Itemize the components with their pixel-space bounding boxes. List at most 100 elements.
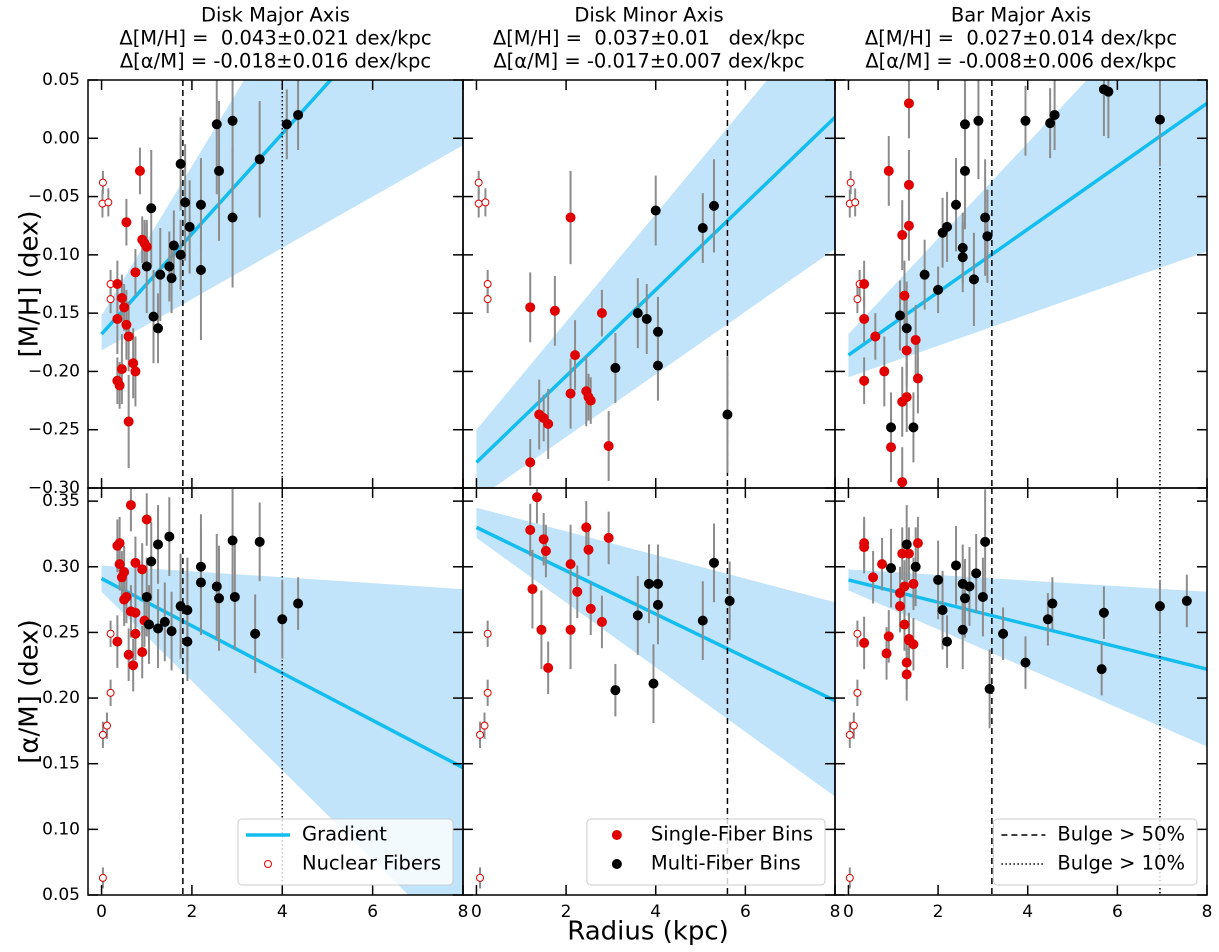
point — [195, 577, 206, 588]
point — [227, 212, 238, 223]
point — [652, 326, 663, 337]
point — [1047, 598, 1058, 609]
point — [211, 119, 222, 130]
point — [951, 199, 962, 210]
point — [933, 574, 944, 585]
confidence-band — [476, 507, 835, 797]
point — [104, 198, 113, 207]
point — [901, 392, 912, 403]
point — [899, 619, 910, 630]
point — [881, 648, 892, 659]
point — [903, 548, 914, 559]
point — [1154, 114, 1165, 125]
point — [901, 323, 912, 334]
point — [565, 559, 576, 570]
point — [957, 252, 968, 263]
point — [984, 683, 995, 694]
point — [130, 267, 141, 278]
point — [652, 599, 663, 610]
point — [1181, 595, 1192, 606]
point — [596, 616, 607, 627]
point — [543, 418, 554, 429]
point — [130, 366, 141, 377]
point — [116, 292, 127, 303]
point — [1045, 118, 1056, 129]
point — [102, 721, 111, 730]
panel — [845, 80, 1207, 488]
point — [901, 539, 912, 550]
point — [908, 578, 919, 589]
point — [195, 199, 206, 210]
point — [868, 572, 879, 583]
point — [650, 205, 661, 216]
gradient-line — [475, 116, 835, 464]
point — [250, 628, 261, 639]
point — [845, 730, 854, 739]
point — [540, 546, 551, 557]
y-tick-label: 0.30 — [42, 557, 80, 577]
point — [845, 873, 854, 882]
point — [652, 578, 663, 589]
x-tick-label: 0 — [96, 902, 107, 922]
point — [119, 302, 130, 313]
point — [114, 559, 125, 570]
y-tick-label: 0.25 — [42, 622, 80, 642]
point — [894, 310, 905, 321]
point — [982, 231, 993, 242]
point — [175, 249, 186, 260]
point — [859, 637, 870, 648]
point — [474, 199, 483, 208]
point — [114, 538, 125, 549]
point — [859, 313, 870, 324]
point — [141, 241, 152, 252]
point — [130, 607, 141, 618]
point — [227, 535, 238, 546]
panel-subtitle: Δ[M/H] = 0.027±0.014 dex/kpc — [865, 27, 1177, 50]
panel-subtitle: Δ[M/H] = 0.043±0.021 dex/kpc — [119, 27, 431, 50]
y-tick-label: 0.00 — [42, 128, 80, 148]
point — [697, 615, 708, 626]
point — [538, 534, 549, 545]
point — [106, 688, 115, 697]
point — [123, 649, 134, 660]
x-tick-label: 6 — [367, 902, 378, 922]
point — [859, 542, 870, 553]
point — [957, 624, 968, 635]
point — [596, 308, 607, 319]
panel-subtitle: Δ[α/M] = -0.017±0.007 dex/kpc — [493, 50, 804, 73]
point — [883, 165, 894, 176]
point — [910, 334, 921, 345]
point — [116, 572, 127, 583]
point — [483, 280, 492, 288]
panel — [845, 488, 1207, 895]
point — [114, 380, 125, 391]
y-tick-label: −0.10 — [28, 245, 80, 265]
x-axis-label: Radius (kpc) — [567, 917, 729, 947]
point — [476, 873, 485, 882]
point — [697, 223, 708, 234]
point — [886, 563, 897, 574]
point — [130, 557, 141, 568]
point — [474, 178, 483, 187]
x-tick-label: 6 — [1112, 902, 1123, 922]
point — [908, 639, 919, 650]
y-tick-label: 0.35 — [42, 491, 80, 511]
point — [879, 366, 890, 377]
point — [134, 165, 145, 176]
point — [483, 688, 492, 697]
point — [908, 422, 919, 433]
point — [585, 603, 596, 614]
point — [933, 284, 944, 295]
point — [903, 220, 914, 231]
point — [964, 581, 975, 592]
point — [98, 730, 107, 739]
point — [130, 628, 141, 639]
point — [106, 295, 115, 304]
point — [708, 557, 719, 568]
legend-swatch — [263, 860, 272, 868]
point — [128, 358, 139, 369]
point — [476, 730, 485, 739]
point — [937, 605, 948, 616]
y-tick-label: −0.20 — [28, 361, 80, 381]
point — [886, 442, 897, 453]
